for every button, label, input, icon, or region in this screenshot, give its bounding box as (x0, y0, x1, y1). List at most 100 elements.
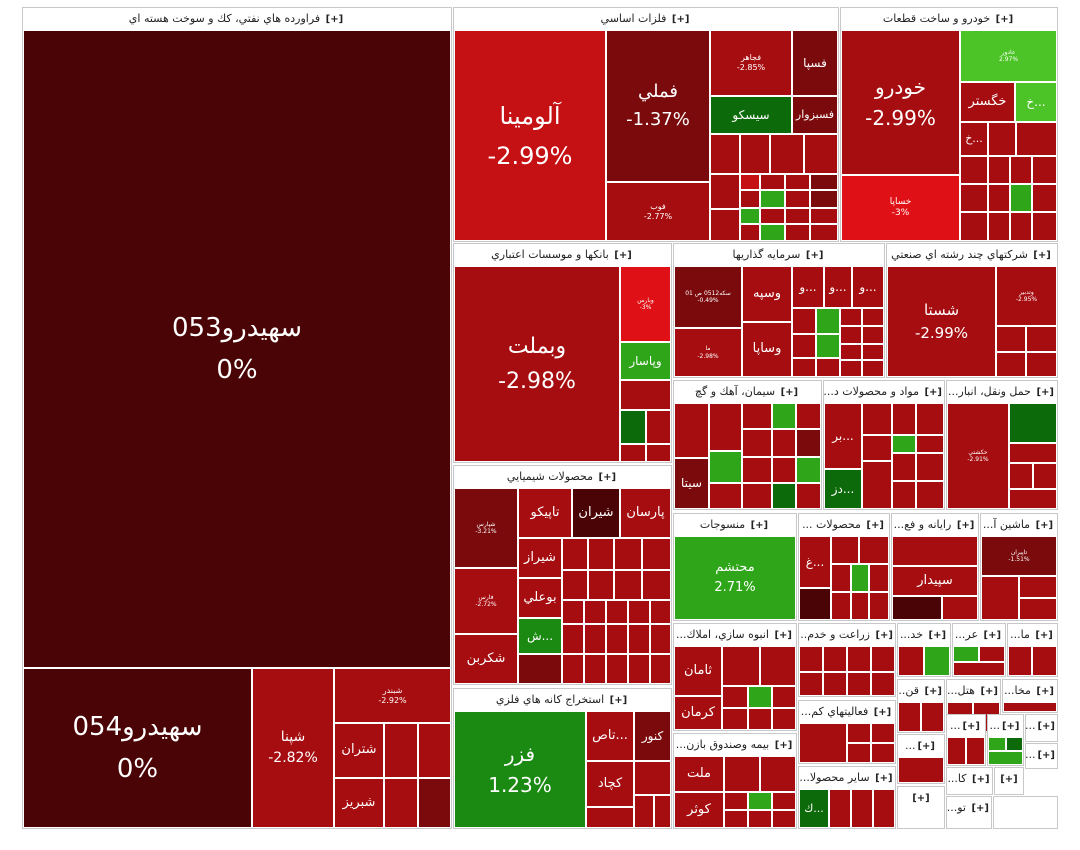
tile-tas[interactable]: تاص... (586, 711, 634, 761)
tile[interactable] (1009, 403, 1057, 443)
tile-fesabzevar[interactable]: فسبزوار (792, 96, 838, 134)
tile[interactable] (799, 588, 831, 620)
tile[interactable] (823, 672, 847, 696)
tile[interactable] (740, 208, 760, 224)
tile[interactable] (1010, 156, 1032, 184)
expand-icon[interactable]: [+] (609, 695, 628, 706)
tile[interactable] (810, 174, 838, 190)
tile[interactable] (869, 592, 889, 620)
tile[interactable] (1009, 443, 1057, 463)
tile[interactable] (1008, 646, 1032, 676)
sector-textiles[interactable]: [+] منسوجات محتشم 2.71% (673, 513, 797, 621)
tile-shpars[interactable]: شپارس -3.21% (454, 488, 518, 568)
tile[interactable] (722, 646, 760, 686)
expand-icon[interactable]: [+] (983, 630, 1002, 641)
tile[interactable] (892, 536, 978, 566)
tile[interactable] (748, 792, 772, 810)
tile[interactable] (988, 737, 1006, 751)
tile[interactable] (646, 444, 671, 462)
tile[interactable] (646, 410, 671, 444)
sector-multi[interactable]: [+] شركتهاي چند رشته اي صنعتي شستا -2.99… (886, 243, 1058, 378)
tile[interactable] (709, 403, 742, 451)
sector-other[interactable]: [+] ساير محصولا... ك... (798, 766, 896, 829)
tile-foulad[interactable]: فوب -2.77% (606, 182, 710, 241)
tile[interactable] (588, 538, 614, 570)
tile-fajahr[interactable]: فجاهر -2.85% (710, 30, 792, 96)
tile-tapico[interactable]: تاپيكو (518, 488, 572, 538)
tile[interactable] (840, 360, 862, 377)
tile[interactable] (840, 344, 862, 360)
tile[interactable] (785, 224, 810, 241)
tile[interactable] (518, 654, 562, 684)
tile-k[interactable]: ك... (799, 789, 829, 828)
tile[interactable] (606, 624, 628, 654)
tile[interactable] (384, 778, 418, 828)
tile[interactable] (871, 743, 895, 763)
tile[interactable] (1032, 646, 1057, 676)
sector-x7[interactable]: [+] (897, 786, 945, 829)
tile[interactable] (384, 723, 418, 778)
sector-ar[interactable]: [+] عر... (952, 623, 1006, 677)
expand-icon[interactable]: [+] (1037, 721, 1055, 732)
tile[interactable] (628, 624, 650, 654)
tile[interactable] (628, 654, 650, 684)
tile[interactable] (966, 737, 985, 765)
tile[interactable] (988, 212, 1010, 241)
tile[interactable] (988, 122, 1016, 156)
tile[interactable] (892, 435, 916, 453)
tile[interactable] (862, 344, 884, 360)
tile[interactable] (1026, 326, 1057, 352)
tile[interactable] (772, 686, 796, 708)
sector-transport[interactable]: [+] حمل ونقل، انبار... حكشتي -2.91% (946, 380, 1058, 510)
tile[interactable] (847, 743, 871, 763)
tile[interactable] (650, 624, 671, 654)
expand-icon[interactable]: [+] (1001, 721, 1020, 732)
tile-sahidro053[interactable]: سهيدرو053 0% (23, 30, 451, 668)
tile[interactable] (799, 672, 823, 696)
tile[interactable] (1016, 122, 1057, 156)
tile-saman[interactable]: ثامان (674, 646, 722, 696)
tile[interactable] (724, 810, 748, 828)
sector-chemicals[interactable]: [+] محصولات شيميايي شپارس -3.21% فارس -2… (453, 465, 672, 685)
sector-khad[interactable]: [+] خد... (897, 623, 951, 677)
sector-construction[interactable]: [+] انبوه سازي، املاك... ثامان كرمان (673, 623, 797, 731)
sector-ma[interactable]: [+] ما... (1007, 623, 1058, 677)
tile[interactable] (892, 453, 916, 481)
tile-vepasar[interactable]: وپاسار (620, 342, 671, 380)
tile-dez[interactable]: دز... (824, 469, 862, 509)
expand-icon[interactable]: [+] (614, 250, 632, 261)
tile[interactable] (584, 624, 606, 654)
tile[interactable] (851, 789, 873, 828)
tile[interactable] (869, 564, 889, 592)
expand-icon[interactable]: [+] (971, 803, 989, 814)
tile[interactable] (873, 789, 895, 828)
tile-vesepeh[interactable]: وسپه (742, 266, 792, 322)
tile[interactable] (796, 457, 821, 483)
tile-khegostar[interactable]: خگستر (960, 82, 1015, 122)
tile[interactable] (816, 308, 840, 334)
tile[interactable] (674, 403, 709, 458)
tile-ma[interactable]: ما -2.98% (674, 328, 742, 377)
tile[interactable] (892, 481, 916, 509)
tile[interactable] (709, 451, 742, 483)
sector-insurance[interactable]: [+] بيمه وصندوق بازن... ملت كوثر (673, 733, 797, 829)
tile[interactable] (831, 564, 851, 592)
expand-icon[interactable]: [+] (873, 707, 892, 718)
tile[interactable] (960, 212, 988, 241)
sector-too[interactable]: [+] تو... (946, 796, 992, 829)
tile[interactable] (916, 481, 944, 509)
tile[interactable] (840, 308, 862, 326)
tile-shekarbon[interactable]: شكربن (454, 634, 518, 684)
tile[interactable] (606, 600, 628, 624)
sector-metals[interactable]: [+] فلزات اساسي آلومينا -2.99% فملي -1.3… (453, 7, 839, 242)
tile[interactable] (898, 702, 921, 732)
tile[interactable] (709, 483, 742, 509)
tile[interactable] (892, 403, 916, 435)
tile[interactable] (1019, 598, 1057, 620)
tile[interactable] (960, 156, 988, 184)
sector-finance[interactable]: [+] فعاليتهاي كم... (798, 700, 896, 764)
tile[interactable] (724, 792, 748, 810)
expand-icon[interactable]: [+] (1036, 686, 1054, 697)
tile[interactable] (916, 403, 944, 435)
expand-icon[interactable]: [+] (1035, 520, 1054, 531)
